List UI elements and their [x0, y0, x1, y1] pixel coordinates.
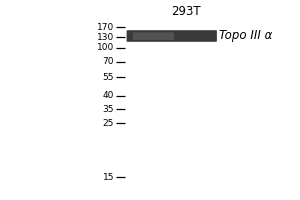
Text: 170: 170 [97, 22, 114, 31]
FancyBboxPatch shape [127, 30, 217, 42]
Text: 130: 130 [97, 32, 114, 42]
Text: 55: 55 [103, 72, 114, 82]
Text: 100: 100 [97, 44, 114, 52]
FancyBboxPatch shape [133, 32, 174, 40]
Text: Topo III α: Topo III α [219, 29, 272, 43]
Text: 70: 70 [103, 58, 114, 66]
Text: 35: 35 [103, 104, 114, 114]
Text: 40: 40 [103, 92, 114, 100]
Text: 293T: 293T [171, 5, 201, 18]
Text: 25: 25 [103, 118, 114, 128]
Text: 15: 15 [103, 172, 114, 182]
